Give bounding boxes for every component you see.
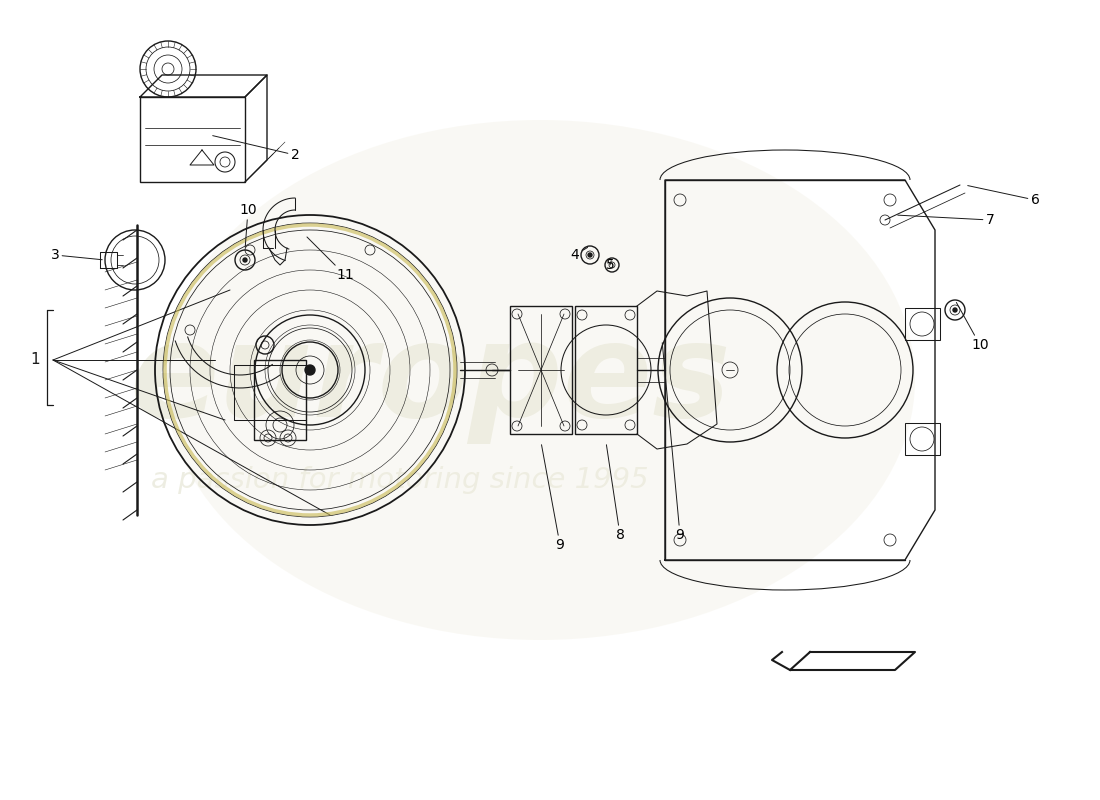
Ellipse shape — [165, 120, 915, 640]
Bar — [510, 306, 572, 434]
Circle shape — [953, 308, 957, 312]
Bar — [140, 97, 245, 182]
Text: a passion for motoring since 1995: a passion for motoring since 1995 — [151, 466, 649, 494]
Bar — [254, 360, 306, 440]
Text: 1: 1 — [30, 353, 40, 367]
Bar — [905, 308, 940, 340]
Bar — [234, 365, 306, 420]
Text: 6: 6 — [968, 186, 1040, 207]
Bar — [575, 306, 637, 434]
Circle shape — [243, 258, 248, 262]
Circle shape — [305, 365, 315, 375]
Text: 4: 4 — [571, 247, 587, 262]
Text: 9: 9 — [662, 342, 684, 542]
Text: 11: 11 — [307, 237, 354, 282]
Text: 5: 5 — [606, 258, 615, 272]
Text: 10: 10 — [239, 203, 256, 247]
Circle shape — [588, 253, 592, 257]
Text: 3: 3 — [51, 248, 102, 262]
Text: 7: 7 — [898, 213, 994, 227]
Text: 9: 9 — [541, 445, 564, 552]
Text: 10: 10 — [956, 302, 989, 352]
Text: 2: 2 — [212, 136, 299, 162]
Bar — [905, 423, 940, 455]
Text: europes: europes — [129, 317, 730, 443]
Text: 8: 8 — [606, 445, 625, 542]
